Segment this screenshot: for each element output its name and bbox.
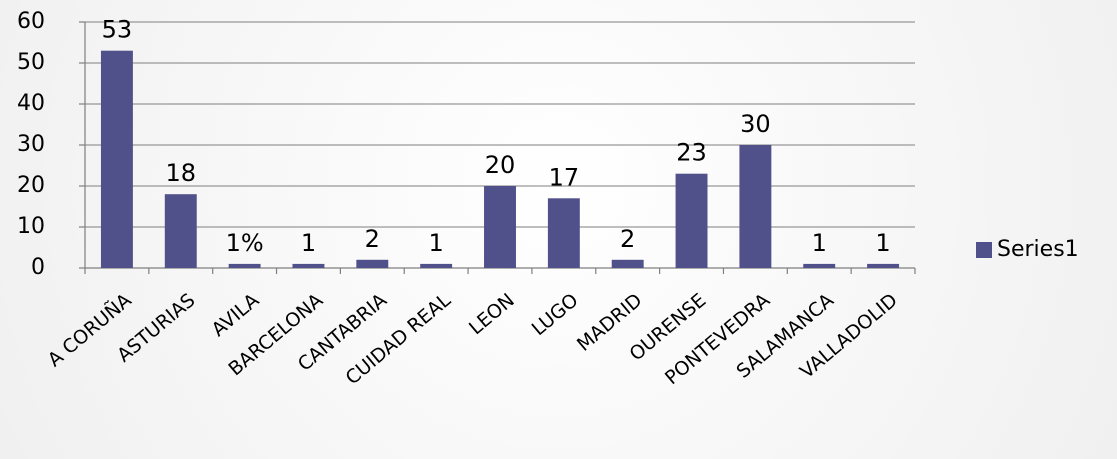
bar — [356, 259, 389, 268]
bar — [292, 263, 325, 268]
bar — [164, 194, 197, 268]
y-tick-label: 10 — [17, 214, 45, 239]
data-label: 1 — [301, 229, 316, 257]
y-tick-label: 0 — [31, 255, 45, 280]
bar — [867, 263, 900, 268]
data-label: 1 — [429, 229, 444, 257]
bar — [803, 263, 836, 268]
y-tick-label: 20 — [17, 173, 45, 198]
x-tick-label: AVILA — [208, 289, 264, 341]
y-tick-label: 30 — [17, 132, 45, 157]
x-tick-label: LEON — [465, 289, 519, 339]
bar — [420, 263, 453, 268]
bar — [484, 186, 516, 268]
y-tick-label: 50 — [17, 50, 45, 75]
bar — [611, 259, 644, 268]
data-label: 20 — [485, 151, 516, 179]
bar — [739, 145, 772, 268]
legend-label: Series1 — [997, 237, 1079, 262]
x-tick-label: LUGO — [528, 289, 583, 340]
data-label: 1 — [812, 229, 827, 257]
data-label: 2 — [620, 225, 635, 253]
data-label: 17 — [549, 163, 580, 191]
data-label: 23 — [676, 139, 707, 167]
data-label: 53 — [102, 16, 133, 44]
bar — [100, 50, 133, 269]
data-label: 1 — [875, 229, 890, 257]
data-label: 2 — [365, 225, 380, 253]
bar — [228, 263, 261, 268]
y-tick-label: 40 — [17, 91, 45, 116]
y-tick-label: 60 — [17, 9, 45, 34]
data-label: 30 — [740, 110, 771, 138]
legend-swatch — [976, 242, 992, 258]
bar — [675, 173, 708, 268]
data-label: 1% — [226, 229, 264, 257]
bar — [547, 198, 580, 268]
data-label: 18 — [165, 159, 196, 187]
